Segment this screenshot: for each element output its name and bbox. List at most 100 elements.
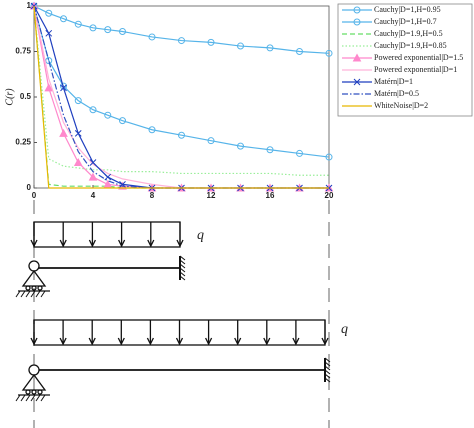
arrow-head (30, 239, 38, 248)
y-tick-label: 1 (27, 1, 32, 10)
hatch (35, 290, 41, 298)
marker (89, 106, 97, 114)
marker (237, 42, 244, 50)
legend-label: Matérn|D=1 (374, 77, 413, 86)
y-tick-label: 0.25 (15, 138, 31, 147)
hatch (324, 365, 331, 371)
y-tick-label: 0.75 (15, 47, 31, 56)
marker (73, 157, 83, 167)
marker (296, 48, 303, 55)
arrow-head (59, 337, 67, 346)
series (33, 5, 329, 189)
hatch (25, 290, 31, 298)
marker (89, 159, 97, 166)
arrow-head (147, 239, 155, 248)
marker (45, 9, 53, 17)
marker (60, 84, 67, 92)
arrow-head (205, 337, 213, 346)
x-tick-label: 4 (91, 191, 96, 200)
series (30, 2, 333, 161)
arrow-head (321, 337, 329, 346)
beam-diagram (15, 221, 331, 402)
hatch (179, 267, 186, 273)
load-label: q (197, 228, 204, 243)
arrow-head (234, 337, 242, 346)
arrow-head (30, 337, 38, 346)
marker (44, 83, 54, 92)
y-tick-label: 0 (27, 183, 32, 192)
x-tick-label: 12 (207, 191, 216, 200)
roller (37, 389, 43, 395)
hatch (179, 263, 186, 269)
marker (119, 27, 126, 35)
legend-label: WhiteNoise|D=2 (374, 101, 428, 110)
roller (37, 285, 43, 291)
legend-label: Powered exponential|D=1.5 (374, 53, 463, 62)
load-label: q (341, 322, 348, 337)
legend-label: Powered exponential|D=1 (374, 65, 457, 74)
hatch (324, 369, 331, 375)
series (33, 5, 329, 189)
marker (266, 146, 274, 154)
series-line (33, 5, 329, 176)
x-tick-label: 8 (150, 191, 155, 200)
y-tick-label: 0.5 (20, 92, 32, 101)
legend-marker (353, 18, 361, 26)
x-tick-label: 0 (32, 191, 37, 200)
marker (88, 172, 98, 181)
arrow-head (263, 337, 271, 346)
marker (45, 57, 53, 65)
marker (296, 149, 303, 157)
pin (28, 364, 40, 376)
marker (104, 26, 112, 34)
marker (237, 142, 244, 150)
hatch (15, 290, 21, 298)
hatch (324, 377, 331, 383)
marker (45, 29, 53, 37)
legend-label: Matérn|D=0.5 (374, 89, 419, 98)
hatch (15, 394, 21, 402)
legend-label: Cauchy|D=1,H=0.95 (374, 5, 441, 14)
x-tick-label: 20 (325, 191, 334, 200)
marker (74, 97, 82, 105)
series (30, 2, 333, 57)
series-line (33, 5, 329, 189)
hatch (179, 259, 186, 265)
legend-marker (353, 6, 361, 14)
roller (31, 285, 37, 291)
series-line (33, 5, 329, 189)
hatch (20, 290, 26, 298)
marker (104, 111, 112, 119)
pin (28, 260, 40, 272)
arrow-head (175, 337, 184, 346)
marker (325, 49, 333, 57)
marker (178, 37, 185, 45)
marker (89, 24, 97, 32)
hatch (324, 357, 331, 363)
hatch (35, 394, 41, 402)
hatch (179, 255, 186, 261)
legend-marker (353, 78, 361, 86)
series (33, 5, 329, 176)
hatch (324, 373, 331, 379)
marker (148, 126, 156, 134)
roller (25, 389, 31, 395)
legend-label: Cauchy|D=1,H=0.7 (374, 17, 437, 26)
marker (207, 38, 215, 46)
hatch (179, 275, 186, 281)
marker (119, 117, 126, 125)
legend-label: Cauchy|D=1.9,H=0.85 (374, 41, 447, 50)
arrow-head (117, 337, 125, 346)
marker (74, 20, 82, 28)
arrow-head (146, 337, 154, 346)
marker (60, 15, 67, 23)
arrow-head (59, 239, 67, 248)
x-tick-label: 16 (266, 191, 275, 200)
arrow-head (88, 239, 96, 248)
hatch (179, 271, 186, 277)
marker (59, 128, 68, 137)
marker (325, 153, 333, 161)
legend-label: Cauchy|D=1.9,H=0.5 (374, 29, 443, 38)
hatch (40, 394, 46, 402)
